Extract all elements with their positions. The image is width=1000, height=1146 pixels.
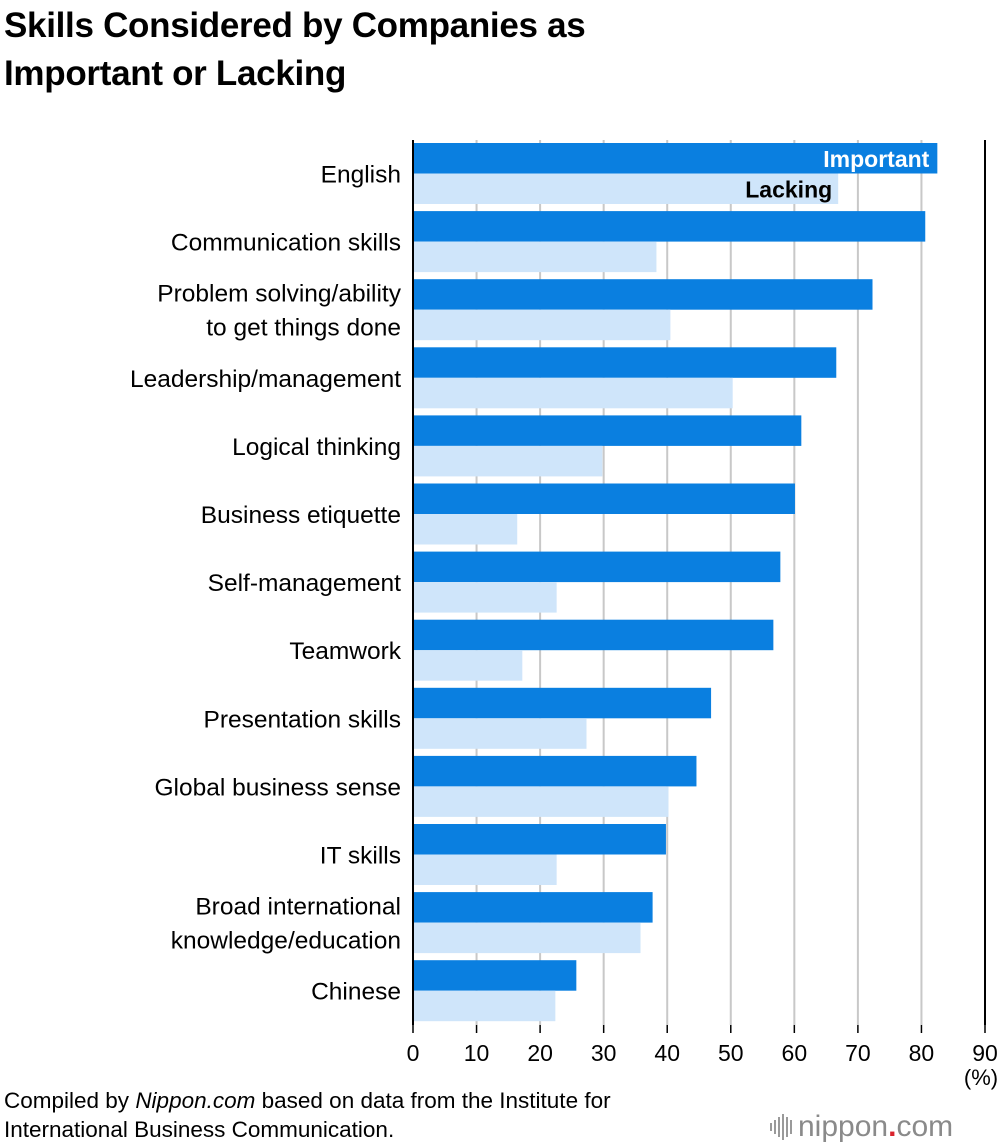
bar-lacking-7	[413, 650, 523, 681]
bar-lacking-5	[413, 514, 518, 545]
tick-label-80: 80	[909, 1040, 935, 1066]
category-label-11-line-1: knowledge/education	[171, 928, 401, 955]
bar-important-9	[413, 755, 697, 787]
category-label-6: Self-management	[208, 570, 402, 597]
source-line-1: Compiled by Nippon.com based on data fro…	[4, 1086, 611, 1115]
tick-label-90: 90	[972, 1040, 998, 1066]
category-label-4: Logical thinking	[232, 434, 401, 461]
tick-label-50: 50	[718, 1040, 744, 1066]
category-label-8: Presentation skills	[204, 706, 401, 733]
bar-important-11	[413, 892, 653, 923]
series-label-important: Important	[823, 146, 929, 172]
logo-word-com: com	[896, 1110, 954, 1143]
bar-lacking-3	[413, 377, 733, 409]
tick-label-20: 20	[527, 1040, 553, 1066]
bar-important-5	[413, 483, 795, 514]
category-label-2-line-1: to get things done	[206, 315, 401, 342]
tick-label-10: 10	[464, 1040, 490, 1066]
horizontal-bar-chart: English Communication skills Problem solvi…	[130, 140, 998, 1090]
category-label-9: Global business sense	[154, 774, 401, 801]
bar-important-0	[413, 143, 938, 174]
source-text-a: Compiled by	[4, 1088, 136, 1113]
bar-important-10	[413, 824, 666, 855]
tick-label-0: 0	[407, 1040, 420, 1066]
bar-lacking-1	[413, 241, 657, 273]
bar-lacking-12	[413, 990, 556, 1022]
category-label-7: Teamwork	[289, 638, 401, 665]
bar-lacking-2	[413, 309, 671, 341]
axis-unit-label: (%)	[964, 1065, 998, 1090]
bar-important-12	[413, 960, 577, 991]
source-publisher: Nippon.com	[135, 1088, 256, 1113]
tick-label-30: 30	[591, 1040, 617, 1066]
category-label-3: Leadership/management	[130, 366, 401, 393]
category-label-11-line-0: Broad international	[195, 894, 401, 921]
tick-label-70: 70	[845, 1040, 871, 1066]
source-text-b: based on data from the Institute for	[255, 1088, 611, 1113]
source-note: Compiled by Nippon.com based on data fro…	[4, 1086, 611, 1144]
bar-lacking-4	[413, 445, 603, 477]
bar-important-3	[413, 347, 837, 378]
bar-lacking-0	[413, 173, 839, 204]
category-label-5: Business etiquette	[201, 502, 401, 529]
bar-lacking-9	[413, 786, 669, 817]
bar-lacking-8	[413, 718, 587, 749]
bar-lacking-11	[413, 922, 641, 954]
logo-word-nippon: nippon	[798, 1110, 889, 1143]
category-label-10: IT skills	[320, 843, 401, 870]
category-label-1: Communication skills	[171, 230, 401, 257]
logo-dot: .	[888, 1110, 897, 1143]
category-label-12: Chinese	[311, 979, 401, 1006]
bar-important-4	[413, 415, 802, 446]
bar-lacking-10	[413, 854, 557, 885]
bar-lacking-6	[413, 582, 557, 613]
chart-title-line-2: Important or Lacking	[4, 54, 347, 93]
bar-important-1	[413, 211, 926, 242]
tick-label-60: 60	[782, 1040, 808, 1066]
logo-bars-icon	[770, 1114, 792, 1140]
chart-title-line-1: Skills Considered by Companies as	[4, 6, 586, 45]
source-line-2: International Business Communication.	[4, 1117, 395, 1142]
series-label-lacking: Lacking	[745, 177, 832, 203]
bar-important-7	[413, 619, 774, 651]
tick-label-40: 40	[654, 1040, 680, 1066]
bar-important-8	[413, 687, 712, 719]
bar-important-2	[413, 279, 873, 310]
nippon-logo: nippon. com	[770, 1110, 953, 1144]
chart-title: Skills Considered by Companies as Import…	[4, 2, 586, 98]
category-label-2-line-0: Problem solving/ability	[157, 281, 401, 308]
bar-important-6	[413, 551, 781, 583]
category-label-0: English	[321, 162, 401, 189]
